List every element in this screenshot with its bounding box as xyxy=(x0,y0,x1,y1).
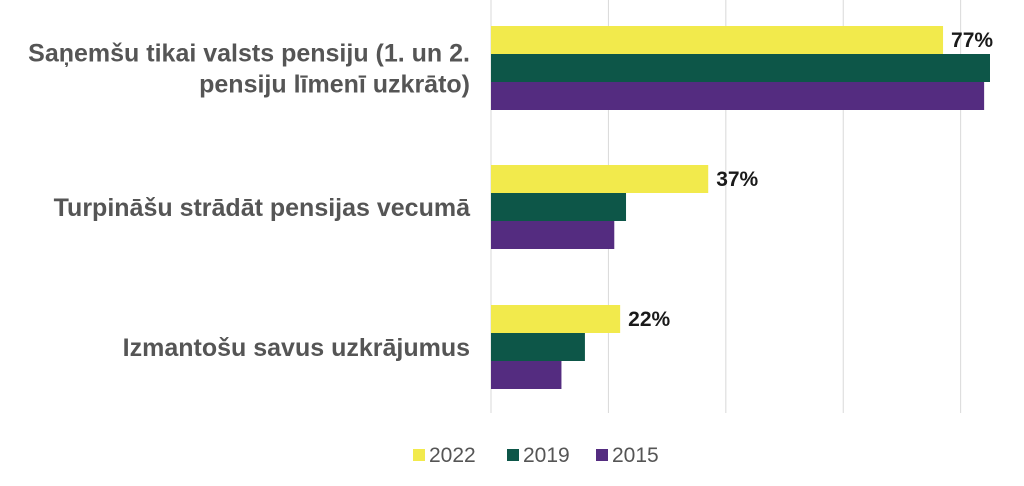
legend-label: 2015 xyxy=(612,444,659,467)
legend-label: 2022 xyxy=(429,444,476,467)
bars xyxy=(491,26,990,389)
legend-swatch-2015 xyxy=(596,449,608,461)
data-label: 37% xyxy=(716,168,758,191)
bar-2015-1 xyxy=(491,221,615,249)
bar-2019-1 xyxy=(491,193,627,221)
legend-label: 2019 xyxy=(523,444,570,467)
category-label: Turpināšu strādāt pensijas vecumā xyxy=(54,194,471,222)
bar-2019-2 xyxy=(491,333,585,361)
legend-swatch-2019 xyxy=(507,449,519,461)
bar-2019-0 xyxy=(491,54,990,82)
data-labels: 77% 37% 22% xyxy=(628,29,993,331)
bar-2015-0 xyxy=(491,82,985,110)
bar-2022-1 xyxy=(491,165,709,193)
bar-2022-0 xyxy=(491,26,944,54)
category-label: pensiju līmenī uzkrāto) xyxy=(199,71,470,99)
bar-2022-2 xyxy=(491,305,621,333)
legend: 2022 2019 2015 xyxy=(413,444,659,467)
bar-2015-2 xyxy=(491,361,562,389)
category-labels: Saņemšu tikai valsts pensiju (1. un 2. pe… xyxy=(28,40,471,363)
category-label: Izmantošu savus uzkrājumus xyxy=(123,334,470,362)
data-label: 22% xyxy=(628,308,670,331)
data-label: 77% xyxy=(951,29,993,52)
category-label: Saņemšu tikai valsts pensiju (1. un 2. xyxy=(28,40,470,68)
legend-swatch-2022 xyxy=(413,449,425,461)
